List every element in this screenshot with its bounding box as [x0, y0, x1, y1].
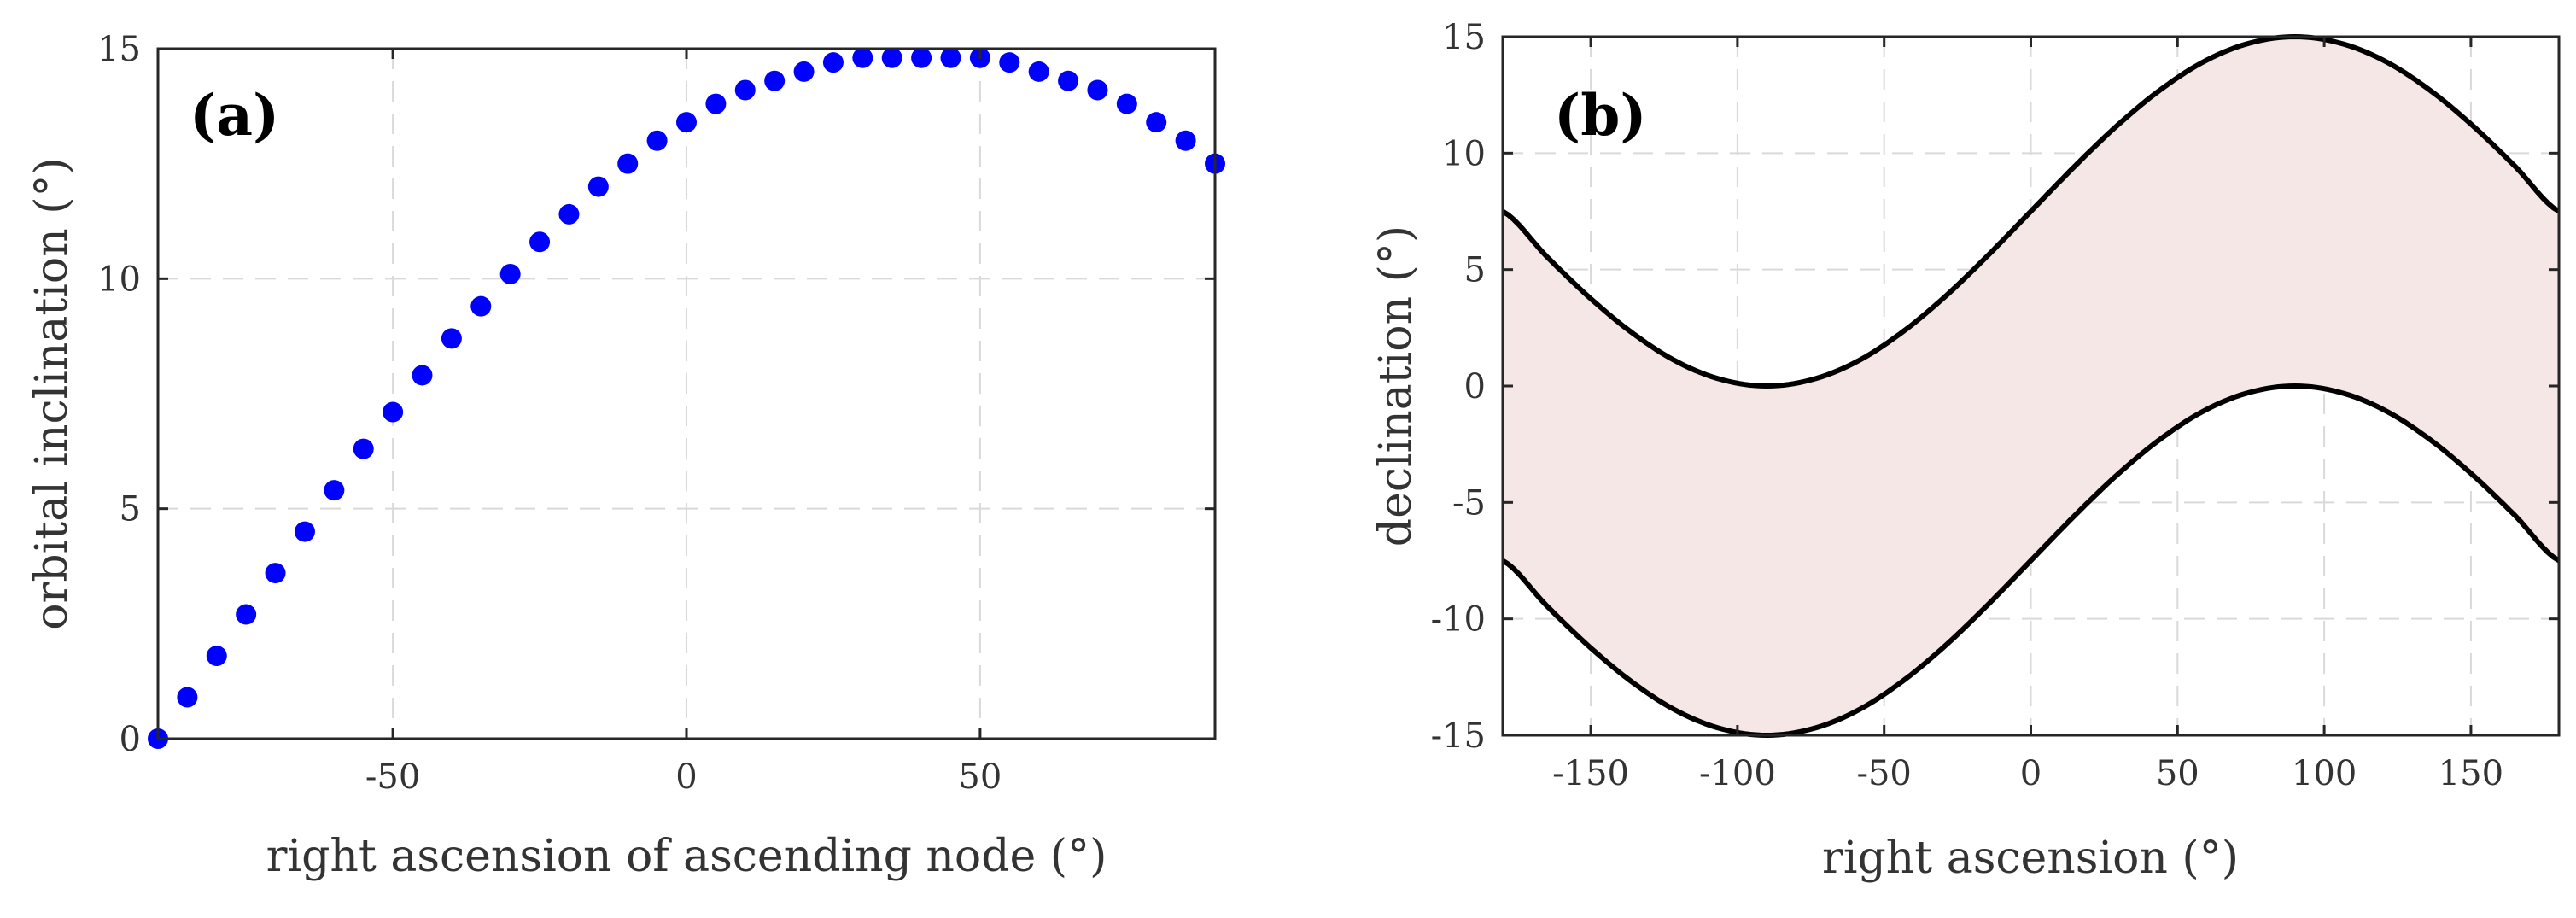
panel-b-x-tick-label: -100 — [1699, 754, 1776, 793]
panel-a-data-point — [617, 153, 639, 174]
panel-a-data-point — [558, 203, 580, 225]
panel-a-data-point — [911, 47, 932, 68]
panel-a-data-point — [822, 52, 844, 73]
panel-b-series — [1501, 33, 2561, 739]
panel-a-x-axis-label: right ascension of ascending node (°) — [266, 831, 1107, 882]
panel-a-y-tick-label: 10 — [97, 260, 141, 299]
panel-b-x-tick-label: -50 — [1856, 754, 1911, 793]
panel-b-y-tick-label: 5 — [1464, 251, 1486, 290]
panel-a-data-point — [646, 130, 668, 151]
panel-b-x-tick-label: -150 — [1552, 754, 1629, 793]
panel-b-y-tick-label: 10 — [1442, 134, 1486, 173]
panel-a-data-point — [1087, 79, 1108, 101]
panel-a-data-point — [940, 47, 961, 68]
panel-a-data-point — [470, 295, 492, 317]
panel-b-y-axis-label: declination (°) — [1370, 225, 1422, 547]
panel-a-data-point — [1146, 112, 1167, 133]
panel-b-x-tick-label: 0 — [2020, 754, 2042, 793]
panel-b-upper-boundary-line — [1501, 33, 2561, 389]
panel-a-data-point — [265, 563, 286, 584]
panel-a-data-point — [1175, 130, 1196, 151]
panel-b-lower-boundary-line — [1501, 383, 2561, 739]
panel-a-data-point — [529, 231, 551, 253]
panel-b-y-tick-label: -15 — [1431, 716, 1486, 756]
panel-a-data-point — [294, 521, 315, 542]
panel-a-data-point — [676, 112, 697, 133]
panel-a-grid — [158, 49, 1215, 739]
panel-a-data-point — [1116, 93, 1137, 114]
panel-a-data-point — [441, 328, 462, 349]
panel-b-x-axis-label: right ascension (°) — [1822, 833, 2239, 884]
panel-b-y-tick-label: 15 — [1442, 18, 1486, 57]
panel-a-data-point — [499, 263, 521, 284]
panel-b-x-tick-label: 100 — [2292, 754, 2357, 793]
panel-b-y-tick-label: -5 — [1452, 483, 1486, 523]
panel-a-y-tick-label: 0 — [120, 720, 141, 759]
panel-a-data-point — [412, 365, 433, 386]
panel-a-series — [148, 47, 1225, 749]
panel-b-x-tick-label: 150 — [2439, 754, 2503, 793]
panel-a-ticks: -50 0 50 0 5 10 15 — [97, 30, 1215, 797]
panel-b-y-tick-label: 0 — [1464, 367, 1486, 406]
panel-a-x-tick-label: 0 — [675, 757, 697, 797]
panel-b-y-tick-label: -10 — [1431, 600, 1486, 640]
panel-a-data-point — [705, 93, 727, 114]
panel-a-data-point — [383, 401, 404, 423]
panel-b-shaded-region — [1503, 37, 2559, 735]
panel-b-x-tick-label: 50 — [2156, 754, 2199, 793]
panel-a-y-axis-label: orbital inclination (°) — [26, 157, 78, 630]
panel-a-data-point — [236, 604, 257, 625]
panel-a-data-point — [999, 52, 1020, 73]
panel-b-label: (b) — [1554, 82, 1647, 149]
panel-a-data-point — [793, 61, 815, 82]
panel-a-data-point — [734, 79, 756, 101]
panel-a-data-point — [587, 176, 609, 197]
panel-a-data-point — [1028, 61, 1049, 82]
panel-a-data-point — [177, 687, 198, 708]
panel-a-data-point — [1058, 70, 1079, 91]
panel-a-data-point — [852, 47, 873, 68]
panel-a-data-point — [764, 70, 786, 91]
panel-a-chart: -50 0 50 0 5 10 15 (a) right ascension of asce… — [26, 30, 1225, 882]
panel-a-data-point — [353, 438, 374, 459]
panel-a-data-point — [206, 646, 227, 667]
panel-a-y-tick-label: 15 — [97, 30, 141, 69]
panel-a-x-tick-label: 50 — [958, 757, 1002, 797]
panel-a-x-tick-label: -50 — [365, 757, 420, 797]
panel-a-data-point — [324, 480, 345, 501]
panel-a-data-point — [881, 47, 902, 68]
panel-a-y-tick-label: 5 — [120, 490, 141, 529]
panel-a-label: (a) — [190, 82, 279, 149]
